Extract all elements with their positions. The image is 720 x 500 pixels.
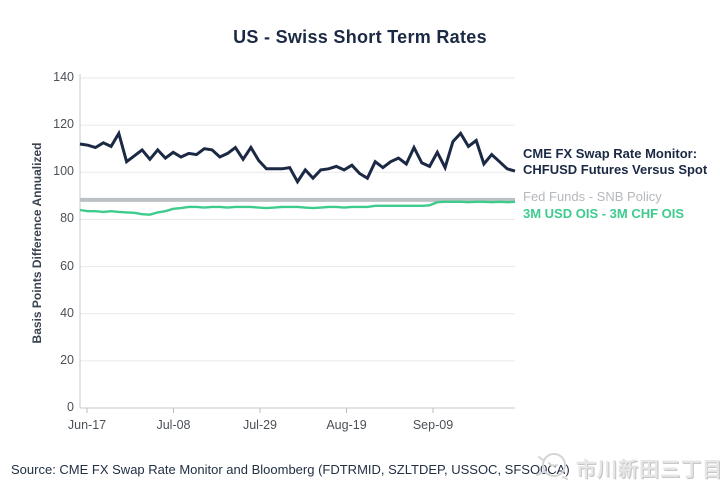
y-tick-label-100: 100 bbox=[53, 164, 74, 179]
x-tick-label-Sep-09: Sep-09 bbox=[412, 418, 454, 432]
sketch-stamp-icon bbox=[536, 453, 568, 480]
watermark: 市川新田三丁目 bbox=[533, 449, 720, 485]
legend-series3: 3M USD OIS - 3M CHF OIS bbox=[523, 206, 685, 221]
chart-legend: CME FX Swap Rate Monitor: CHFUSD Futures… bbox=[523, 146, 707, 222]
series-line-0 bbox=[79, 129, 516, 185]
x-tick-label-Jun-17: Jun-17 bbox=[67, 418, 107, 432]
legend-series1-line2: CHFUSD Futures Versus Spot bbox=[523, 162, 708, 177]
x-tick-label-Jul-29: Jul-29 bbox=[242, 418, 278, 432]
y-tick-label-40: 40 bbox=[60, 305, 74, 320]
y-tick-label-60: 60 bbox=[60, 258, 74, 273]
legend-series1-line1: CME FX Swap Rate Monitor: bbox=[523, 146, 698, 161]
y-tick-label-80: 80 bbox=[60, 211, 74, 226]
watermark-text: 市川新田三丁目 bbox=[576, 458, 720, 481]
x-tick-label-Aug-19: Aug-19 bbox=[326, 418, 367, 432]
source-note: Source: CME FX Swap Rate Monitor and Blo… bbox=[11, 462, 570, 477]
y-tick-label-20: 20 bbox=[60, 352, 74, 367]
y-tick-label-140: 140 bbox=[53, 70, 74, 84]
y-tick-label-0: 0 bbox=[67, 400, 74, 414]
x-tick-label-Jul-08: Jul-08 bbox=[156, 418, 191, 432]
y-tick-label-120: 120 bbox=[53, 117, 74, 132]
chart-title: US - Swiss Short Term Rates bbox=[233, 27, 487, 47]
legend-series1: CME FX Swap Rate Monitor: CHFUSD Futures… bbox=[523, 146, 707, 178]
series-line-2 bbox=[79, 200, 516, 216]
legend-series2: Fed Funds - SNB Policy bbox=[523, 189, 662, 204]
